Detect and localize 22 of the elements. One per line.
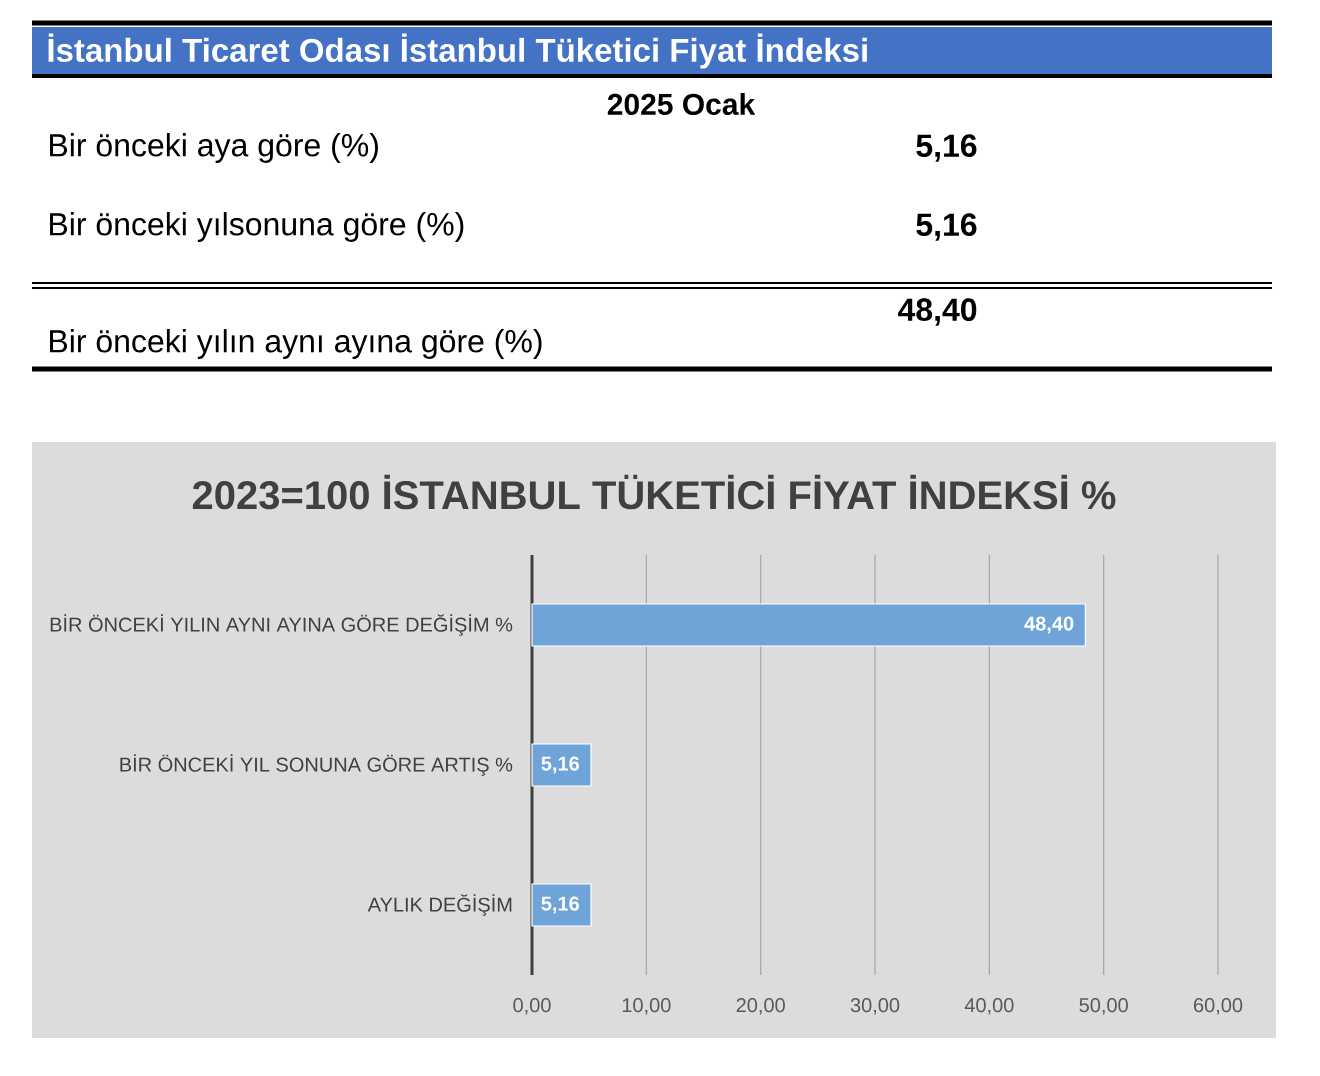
data-label: 5,16 (541, 896, 580, 914)
text: 2025 Ocak (607, 92, 756, 116)
y-tick-label: AYLIK DEĞİŞİM (367, 894, 512, 916)
data-label: 48,40 (1024, 616, 1074, 634)
text: İstanbul Ticaret Odası İstanbul Tüketici Fiyat İndeksi (48, 33, 867, 69)
text: Bir önceki yılın aynı ayına göre (%) (50, 329, 542, 359)
text: 5,16 (916, 213, 977, 241)
text: 5,16 (916, 134, 977, 162)
x-tick-label: 10,00 (622, 998, 671, 1015)
text: Bir önceki yılsonuna göre (%) (50, 212, 464, 242)
data-label: 5,16 (541, 756, 580, 774)
x-tick-label: 50,00 (1079, 998, 1128, 1015)
x-tick-label: 0,00 (513, 998, 551, 1015)
x-tick-label: 40,00 (964, 998, 1014, 1015)
x-tick-label: 30,00 (850, 998, 900, 1015)
text: 48,40 (898, 298, 977, 326)
x-tick-label: 60,00 (1193, 998, 1243, 1015)
y-tick-label: BİR ÖNCEKİ YIL SONUNA GÖRE ARTIŞ % (120, 754, 513, 776)
text: Bir önceki aya göre (%) (50, 133, 378, 163)
chart-title: 2023=100 İSTANBUL TÜKETİCİ FİYAT İNDEKSİ % (192, 474, 1116, 510)
x-tick-label: 20,00 (736, 998, 785, 1015)
y-tick-label: BİR ÖNCEKİ YILIN AYNI AYINA GÖRE DEĞİŞİM % (50, 614, 513, 636)
